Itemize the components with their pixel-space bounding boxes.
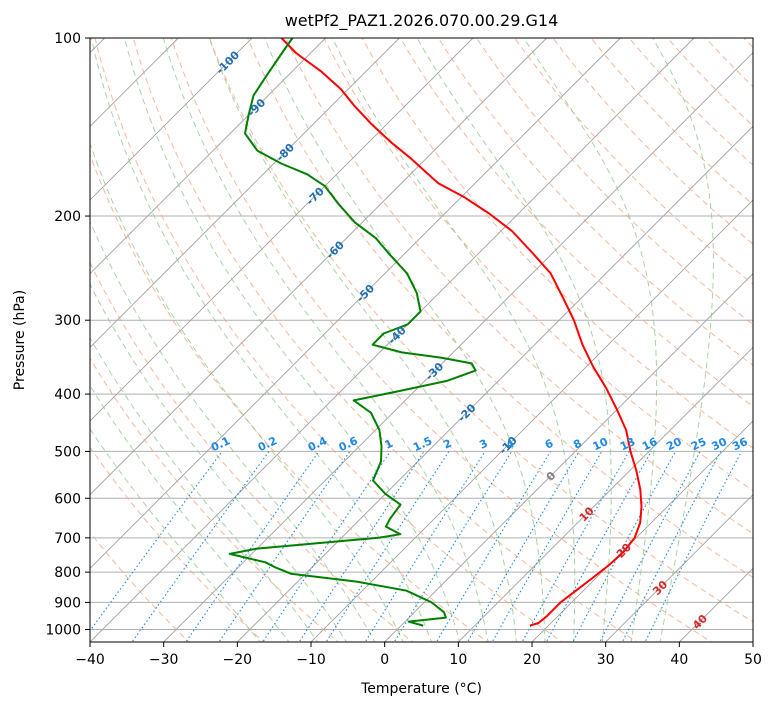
isotherm-line: [384, 273, 753, 642]
dry-adiabat-line: [476, 38, 753, 326]
dry-adiabat-line: [323, 38, 753, 492]
mixing-ratio-line: [131, 451, 270, 642]
mixing-ratio-line: [466, 451, 580, 642]
isotherm-line: [90, 38, 474, 422]
dry-adiabat-line: [90, 446, 265, 642]
dry-adiabat-line: [437, 38, 753, 366]
moist-adiabat-line: [90, 141, 404, 642]
mixing-ratio-line: [364, 451, 486, 642]
moist-adiabat-line: [523, 38, 658, 642]
mixing-ratio-label: 13: [618, 435, 637, 453]
y-tick-label: 100: [54, 31, 81, 47]
temperature-profile-line: [280, 38, 643, 627]
moist-adiabat-line: [124, 38, 461, 642]
dry-adiabat-line: [94, 38, 564, 642]
isotherm-line: [458, 346, 753, 642]
isotherm-line: [90, 38, 326, 275]
isotherm-line: [90, 38, 695, 642]
mixing-ratio-line: [185, 451, 320, 642]
mixing-ratio-line: [435, 451, 552, 642]
mixing-ratio-line: [599, 451, 701, 642]
y-tick-label: 500: [54, 444, 81, 460]
mixing-ratio-line: [621, 451, 722, 642]
mixing-ratio-line: [90, 451, 223, 632]
y-tick-label: 800: [54, 565, 81, 581]
y-tick-label: 1000: [45, 622, 81, 638]
x-tick-label: −20: [223, 652, 253, 668]
x-tick-label: 10: [449, 652, 467, 668]
dry-adiabat-line: [514, 38, 753, 285]
isotherm-line: [90, 38, 621, 569]
moist-adiabat-line: [90, 337, 319, 642]
background-lines: [90, 38, 753, 642]
x-tick-label: 0: [380, 652, 389, 668]
y-tick-label: 200: [54, 209, 81, 225]
x-tick-label: 50: [744, 652, 762, 668]
plot-area: [90, 38, 753, 642]
y-tick-label: 400: [54, 387, 81, 403]
x-axis: −40 −30 −20 −10 0 10 20 30 40 50: [75, 642, 762, 668]
mixing-ratio-labels: 0.1 0.2 0.4 0.6 1 1.5 2 3 4 6 8 10 13 16 20 25 30 36: [209, 434, 750, 454]
dry-adiabat-line: [90, 357, 339, 642]
moist-adiabat-line: [652, 38, 714, 642]
moist-adiabat-line: [90, 283, 347, 642]
x-tick-label: −10: [296, 652, 326, 668]
mixing-ratio-label: 25: [689, 435, 708, 453]
dry-adiabat-line: [361, 38, 753, 449]
moist-adiabat-line: [90, 220, 376, 642]
moist-adiabat-line: [416, 38, 612, 642]
x-tick-label: 20: [523, 652, 541, 668]
mixing-ratio-line: [325, 451, 450, 642]
x-tick-label: −30: [149, 652, 179, 668]
isotherm-line: [605, 494, 753, 642]
chart-title: wetPf2_PAZ1.2026.070.00.29.G14: [285, 11, 559, 31]
sounding-series: [228, 38, 643, 627]
dry-adiabat-line: [132, 38, 638, 642]
isotherm-line: [90, 38, 253, 201]
y-axis: 100 200 300 400 500 600 700 800 900 1000: [45, 31, 90, 638]
mixing-ratio-label: 30: [710, 435, 730, 453]
mixing-ratio-line: [572, 451, 676, 642]
dry-adiabat-line: [285, 38, 753, 535]
dry-adiabat-line: [399, 38, 753, 408]
x-tick-label: −40: [75, 652, 105, 668]
moist-adiabat-line: [208, 38, 518, 642]
dry-adiabat-line: [247, 38, 753, 578]
isotherm-line: [90, 38, 547, 496]
mixing-ratio-line: [393, 451, 513, 642]
dry-adiabat-line: [170, 38, 713, 642]
moist-adiabat-line: [90, 384, 290, 642]
moist-adiabat-line: [264, 38, 546, 642]
dewpoint-profile-line: [228, 38, 477, 627]
x-tick-label: 30: [597, 652, 615, 668]
mixing-ratio-label: 16: [640, 435, 660, 453]
moist-adiabat-line: [90, 38, 432, 642]
mixing-ratio-line: [262, 451, 391, 642]
moist-adiabat-line: [162, 38, 489, 642]
mixing-ratio-label: 20: [664, 435, 684, 453]
y-axis-title: Pressure (hPa): [12, 290, 28, 390]
mixing-ratio-label: 10: [591, 435, 611, 453]
isotherm-line: [310, 199, 753, 642]
isotherm-line: [90, 38, 400, 348]
y-tick-label: 700: [54, 531, 81, 547]
x-tick-label: 40: [670, 652, 688, 668]
moist-adiabat-line: [331, 38, 576, 642]
moist-adiabat-line: [90, 427, 261, 642]
plot-frame: [89, 37, 754, 643]
mixing-ratio-line: [298, 451, 425, 642]
isotherm-line: [163, 52, 753, 642]
dry-adiabat-line: [209, 38, 753, 623]
dry-adiabat-line: [90, 261, 414, 642]
mixing-ratio-line: [545, 451, 652, 642]
mixing-ratio-line: [218, 451, 351, 642]
y-tick-label: 600: [54, 491, 81, 507]
x-axis-title: Temperature (°C): [360, 681, 482, 697]
mixing-ratio-label: 36: [730, 435, 750, 453]
y-tick-label: 300: [54, 313, 81, 329]
y-tick-label: 900: [54, 595, 81, 611]
